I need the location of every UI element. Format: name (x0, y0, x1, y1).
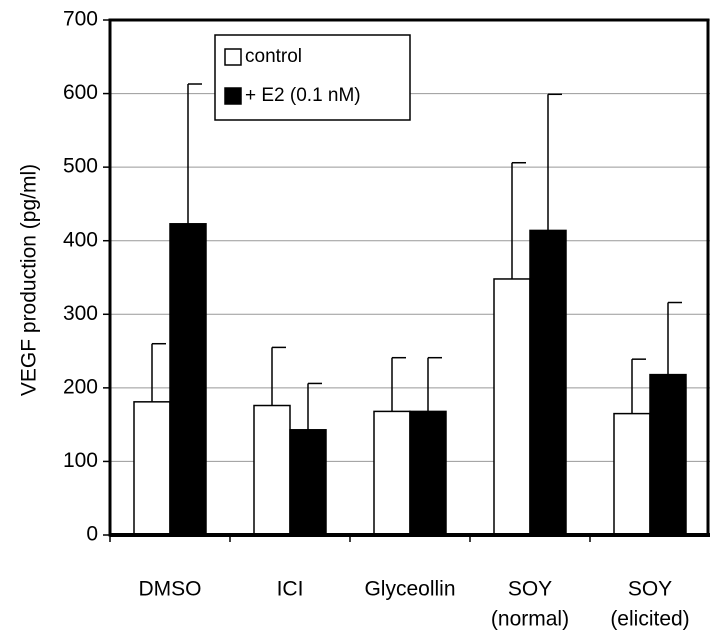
y-axis-label: VEGF production (pg/ml) (18, 164, 41, 396)
x-tick-label: ICI (277, 578, 304, 601)
y-tick-label: 300 (63, 302, 98, 325)
y-tick-label: 400 (63, 228, 98, 251)
bar (289, 429, 327, 536)
bar (133, 401, 171, 536)
bar (409, 410, 447, 536)
y-tick-label: 500 (63, 155, 98, 178)
legend-swatch (224, 87, 242, 105)
bar (613, 412, 651, 536)
legend-box (214, 34, 411, 121)
legend-label: control (245, 46, 302, 67)
legend-label: + E2 (0.1 nM) (245, 85, 361, 106)
bar (169, 223, 207, 536)
bar (493, 278, 531, 536)
y-tick-label: 600 (63, 81, 98, 104)
bar (253, 404, 291, 536)
y-tick-label: 100 (63, 449, 98, 472)
x-tick-label: (normal) (491, 608, 569, 631)
legend-swatch (224, 48, 242, 66)
x-tick-label: Glyceollin (364, 578, 455, 601)
bar (373, 410, 411, 536)
bar (529, 229, 567, 536)
bar (649, 373, 687, 536)
y-tick-label: 700 (63, 8, 98, 31)
x-tick-label: (elicited) (610, 608, 689, 631)
x-tick-label: DMSO (139, 578, 202, 601)
x-tick-label: SOY (628, 578, 672, 601)
y-tick-label: 0 (86, 523, 98, 546)
y-tick-label: 200 (63, 375, 98, 398)
x-tick-label: SOY (508, 578, 552, 601)
